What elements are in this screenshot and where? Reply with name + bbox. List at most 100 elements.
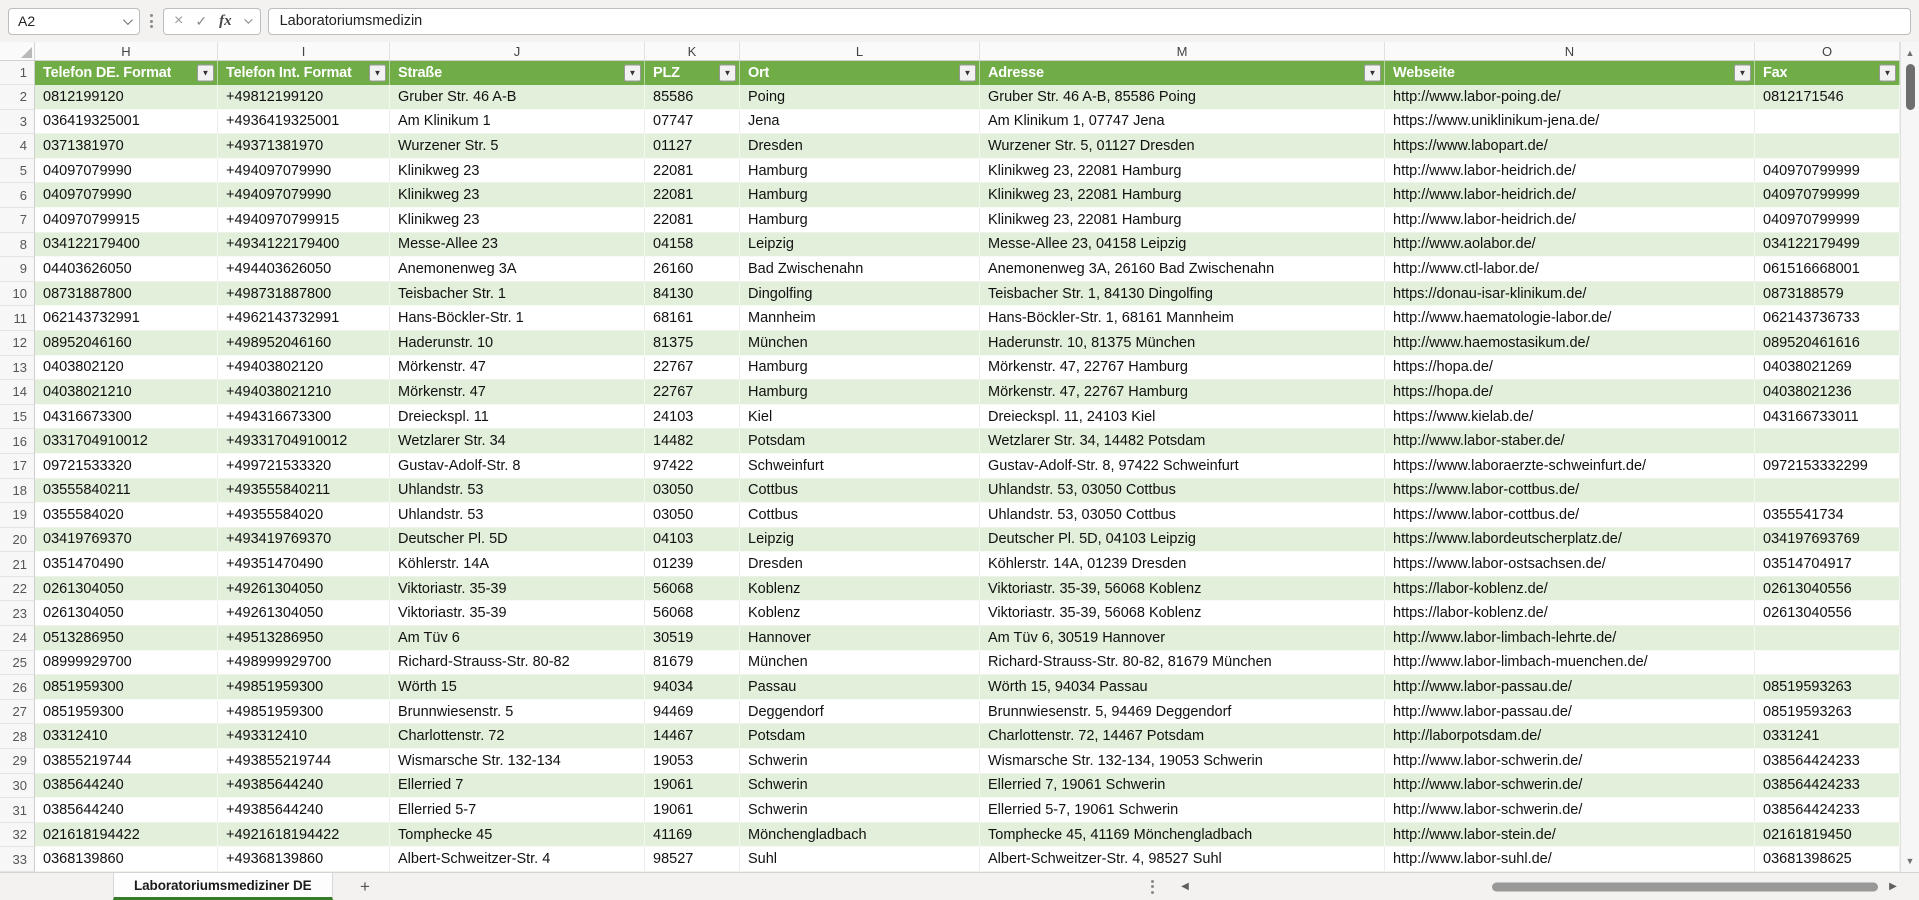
cell[interactable]: +49403802120: [218, 355, 390, 381]
cell[interactable]: 0261304050: [35, 576, 218, 602]
vertical-scroll-thumb[interactable]: [1906, 64, 1915, 110]
cell[interactable]: 08952046160: [35, 330, 218, 356]
vertical-scrollbar[interactable]: ▲ ▼: [1900, 42, 1919, 872]
cell[interactable]: 03855219744: [35, 749, 218, 774]
cell[interactable]: 08519593263: [1755, 675, 1900, 700]
cell[interactable]: [1755, 478, 1900, 504]
cell[interactable]: +494097079990: [218, 183, 390, 208]
cell[interactable]: 02613040556: [1755, 601, 1900, 627]
sheet-tab-active[interactable]: Laboratoriumsmediziner DE: [113, 873, 333, 900]
cell[interactable]: Charlottenstr. 72, 14467 Potsdam: [980, 724, 1385, 750]
cell[interactable]: 01239: [645, 552, 740, 577]
cell[interactable]: 56068: [645, 601, 740, 627]
cell[interactable]: Deutscher Pl. 5D, 04103 Leipzig: [980, 527, 1385, 553]
cell[interactable]: Mörkenstr. 47: [390, 380, 645, 405]
cell[interactable]: 81375: [645, 330, 740, 356]
cell[interactable]: +498731887800: [218, 281, 390, 307]
cell[interactable]: Am Klinikum 1: [390, 109, 645, 135]
cell[interactable]: http://www.haemostasikum.de/: [1385, 330, 1755, 356]
cell[interactable]: 19053: [645, 749, 740, 774]
row-number[interactable]: 18: [0, 478, 35, 504]
cell[interactable]: Köhlerstr. 14A: [390, 552, 645, 577]
cell[interactable]: Anemonenweg 3A, 26160 Bad Zwischenahn: [980, 257, 1385, 282]
cell[interactable]: Leipzig: [740, 232, 980, 258]
cell[interactable]: Suhl: [740, 847, 980, 872]
cell[interactable]: Teisbacher Str. 1, 84130 Dingolfing: [980, 281, 1385, 307]
row-number[interactable]: 4: [0, 134, 35, 159]
cell[interactable]: Ellerried 5-7: [390, 798, 645, 823]
row-number[interactable]: 25: [0, 650, 35, 676]
cell[interactable]: Hamburg: [740, 158, 980, 184]
cell[interactable]: +49385644240: [218, 798, 390, 823]
cell[interactable]: Tomphecke 45, 41169 Mönchengladbach: [980, 822, 1385, 848]
column-letter-J[interactable]: J: [390, 42, 645, 60]
row-number[interactable]: 14: [0, 380, 35, 405]
cell[interactable]: Viktoriastr. 35-39: [390, 576, 645, 602]
cell[interactable]: 08999929700: [35, 650, 218, 676]
cell[interactable]: 0812199120: [35, 85, 218, 110]
cell[interactable]: 03050: [645, 478, 740, 504]
select-all-corner[interactable]: [0, 42, 35, 60]
cell[interactable]: http://www.labor-stein.de/: [1385, 822, 1755, 848]
cell[interactable]: 089520461616: [1755, 330, 1900, 356]
cell[interactable]: 0355584020: [35, 503, 218, 528]
cell[interactable]: 19061: [645, 798, 740, 823]
row-number[interactable]: 5: [0, 158, 35, 184]
row-number[interactable]: 17: [0, 453, 35, 479]
cell[interactable]: 14482: [645, 429, 740, 454]
scroll-down-icon[interactable]: ▼: [1905, 856, 1915, 866]
cell[interactable]: 0351470490: [35, 552, 218, 577]
cell[interactable]: Wörth 15, 94034 Passau: [980, 675, 1385, 700]
cell[interactable]: 04316673300: [35, 404, 218, 430]
cell[interactable]: https://www.laboraerzte-schweinfurt.de/: [1385, 453, 1755, 479]
cell[interactable]: 040970799915: [35, 207, 218, 233]
cell[interactable]: Dresden: [740, 552, 980, 577]
cell[interactable]: 22081: [645, 207, 740, 233]
cell[interactable]: Mörkenstr. 47, 22767 Hamburg: [980, 355, 1385, 381]
cell[interactable]: http://laborpotsdam.de/: [1385, 724, 1755, 750]
cell[interactable]: http://www.labor-staber.de/: [1385, 429, 1755, 454]
cell[interactable]: Brunnwiesenstr. 5: [390, 699, 645, 725]
cell[interactable]: https://www.labopart.de/: [1385, 134, 1755, 159]
cell[interactable]: Passau: [740, 675, 980, 700]
cell[interactable]: 034122179400: [35, 232, 218, 258]
sheet-options-icon[interactable]: [1148, 879, 1157, 894]
row-number[interactable]: 11: [0, 306, 35, 331]
cell[interactable]: +49261304050: [218, 576, 390, 602]
scroll-up-icon[interactable]: ▲: [1905, 48, 1915, 58]
cell[interactable]: http://www.labor-heidrich.de/: [1385, 158, 1755, 184]
cell[interactable]: http://www.haematologie-labor.de/: [1385, 306, 1755, 331]
cell[interactable]: Gustav-Adolf-Str. 8, 97422 Schweinfurt: [980, 453, 1385, 479]
cell[interactable]: 30519: [645, 626, 740, 651]
row-number[interactable]: 10: [0, 281, 35, 307]
cell[interactable]: 04038021269: [1755, 355, 1900, 381]
cell[interactable]: Bad Zwischenahn: [740, 257, 980, 282]
cell[interactable]: Kiel: [740, 404, 980, 430]
cell[interactable]: 19061: [645, 773, 740, 799]
cell[interactable]: Hamburg: [740, 380, 980, 405]
cell[interactable]: 03555840211: [35, 478, 218, 504]
cell[interactable]: Cottbus: [740, 503, 980, 528]
cell[interactable]: 0331704910012: [35, 429, 218, 454]
cell[interactable]: https://labor-koblenz.de/: [1385, 576, 1755, 602]
cell[interactable]: Wetzlarer Str. 34, 14482 Potsdam: [980, 429, 1385, 454]
cell[interactable]: +49851959300: [218, 675, 390, 700]
cell[interactable]: Dreieckspl. 11, 24103 Kiel: [980, 404, 1385, 430]
header-cell-M[interactable]: Adresse ▼: [980, 61, 1385, 85]
cell[interactable]: 040970799999: [1755, 158, 1900, 184]
cell[interactable]: Albert-Schweitzer-Str. 4, 98527 Suhl: [980, 847, 1385, 872]
cell[interactable]: Messe-Allee 23: [390, 232, 645, 258]
cell[interactable]: Haderunstr. 10, 81375 München: [980, 330, 1385, 356]
cell[interactable]: Am Klinikum 1, 07747 Jena: [980, 109, 1385, 135]
cell[interactable]: +49368139860: [218, 847, 390, 872]
cell[interactable]: 034122179499: [1755, 232, 1900, 258]
cell[interactable]: Viktoriastr. 35-39, 56068 Koblenz: [980, 601, 1385, 627]
column-letter-O[interactable]: O: [1755, 42, 1900, 60]
row-number[interactable]: 29: [0, 749, 35, 774]
cell[interactable]: Hans-Böckler-Str. 1: [390, 306, 645, 331]
column-letter-H[interactable]: H: [35, 42, 218, 60]
add-sheet-button[interactable]: +: [360, 876, 370, 896]
cell[interactable]: http://www.labor-schwerin.de/: [1385, 798, 1755, 823]
cell[interactable]: Deggendorf: [740, 699, 980, 725]
column-letter-I[interactable]: I: [218, 42, 390, 60]
